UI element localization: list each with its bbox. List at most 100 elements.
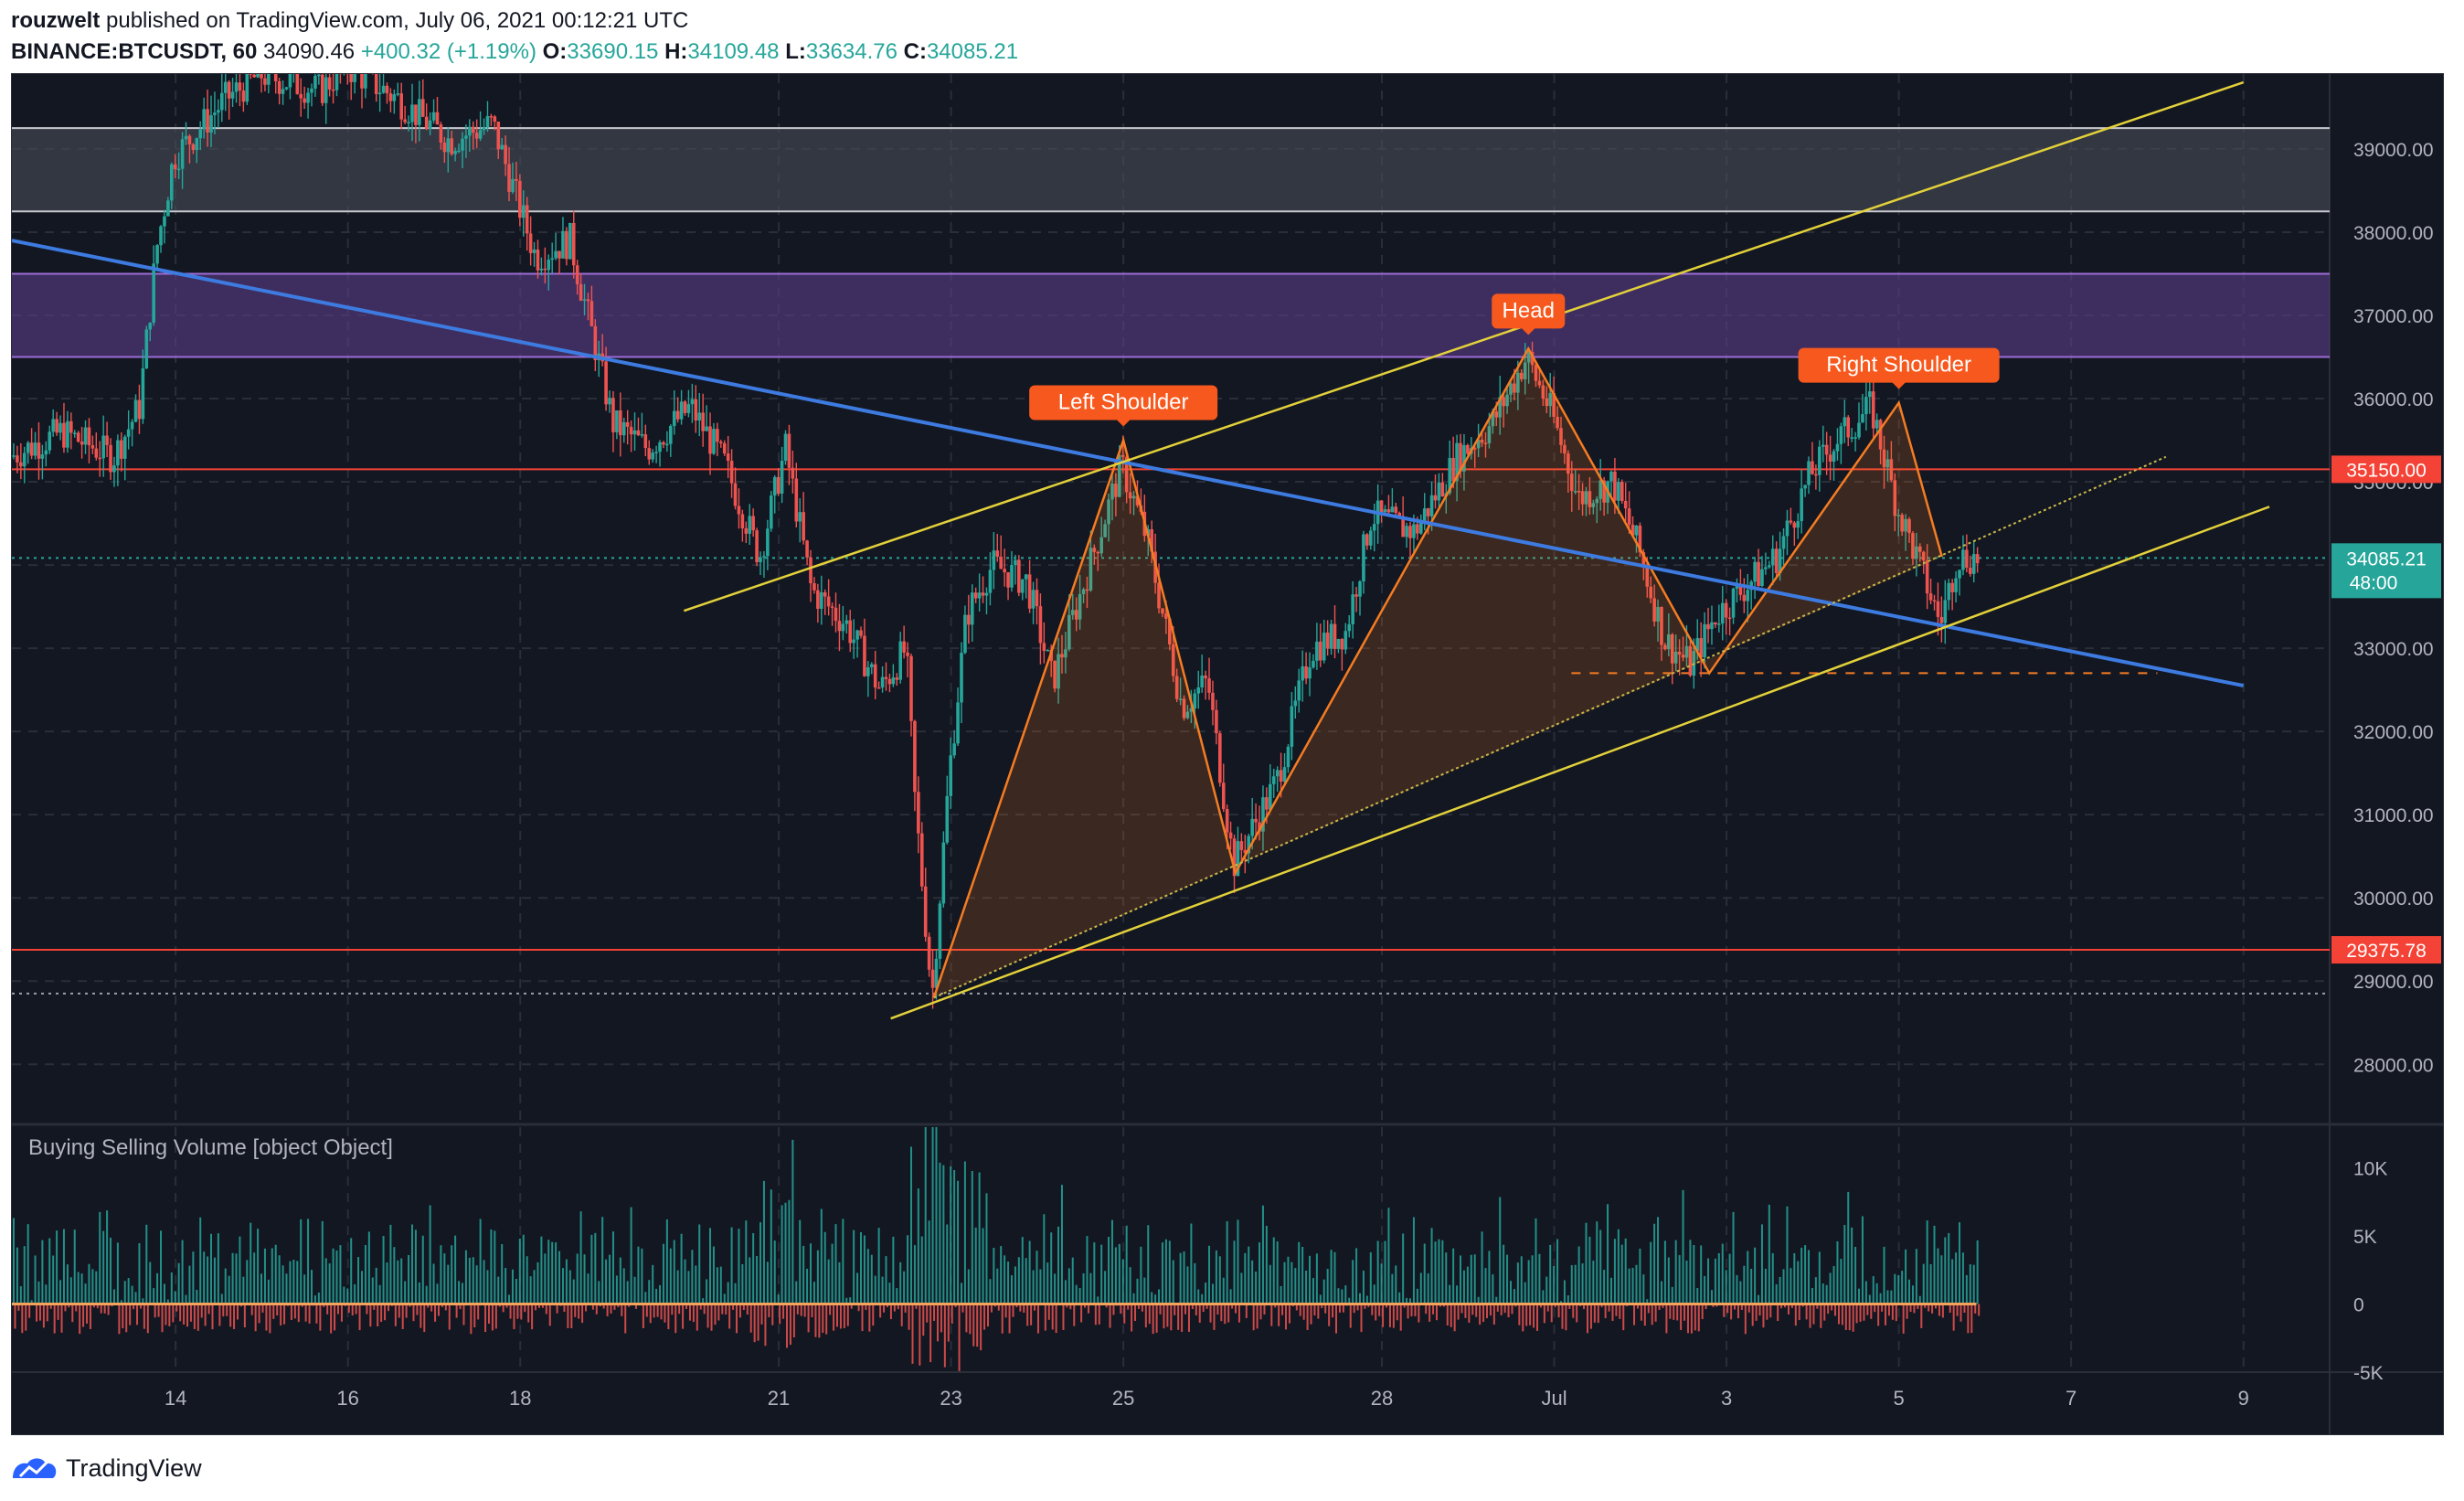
candle-up [1103, 519, 1107, 538]
candle-body [431, 112, 436, 121]
candle-body [504, 144, 507, 165]
candle-body [1340, 638, 1344, 650]
candle-up [51, 409, 55, 437]
candle-up [1269, 764, 1272, 812]
candle-down [1670, 633, 1674, 685]
candle-body [1304, 665, 1308, 679]
candle-up [1634, 525, 1639, 553]
candle-body [1394, 506, 1398, 514]
candle-down [372, 74, 374, 75]
candle-body [1673, 651, 1678, 664]
candle-body [1904, 518, 1907, 532]
candle-body [1541, 385, 1545, 399]
candle-up [1308, 652, 1312, 697]
candle-up [511, 162, 515, 194]
candle-down [884, 662, 888, 691]
candle-body [662, 442, 665, 445]
candle-down [303, 86, 306, 110]
candle-body [690, 399, 695, 405]
candle-body [816, 590, 820, 609]
candle-up [176, 152, 181, 179]
candle-up [762, 550, 766, 578]
candle-body [1807, 461, 1811, 485]
candle-body [464, 135, 468, 139]
candle-down [611, 390, 615, 452]
candle-down [1968, 555, 1972, 577]
candle-up [464, 124, 468, 158]
candle-body [1250, 818, 1254, 836]
candle-body [766, 528, 770, 557]
candle-down [1925, 544, 1929, 610]
candle-body [930, 969, 935, 988]
x-tick-label: 7 [2066, 1387, 2076, 1410]
candle-body [80, 442, 84, 445]
candle-body [1440, 482, 1445, 497]
candle-up [310, 83, 313, 107]
candle-up [1710, 605, 1714, 645]
candle-body [1207, 678, 1211, 693]
candle-down [1207, 657, 1211, 700]
candle-up [1656, 599, 1660, 642]
candle-down [1534, 362, 1538, 388]
candle-body [1814, 474, 1818, 476]
candle-body [1778, 548, 1782, 573]
candle-body [260, 74, 263, 79]
candle-body [1120, 454, 1125, 457]
candle-body [1480, 439, 1484, 443]
candle-down [1182, 695, 1186, 721]
candle-body [137, 399, 142, 420]
x-tick-label: 16 [336, 1387, 358, 1410]
candle-up [705, 405, 708, 431]
publish-line: rouzwelt published on TradingView.com, J… [11, 5, 2451, 37]
candle-body [934, 958, 939, 988]
author-name[interactable]: rouzwelt [11, 8, 101, 33]
candle-up [1358, 580, 1362, 616]
candle-down [1757, 548, 1760, 587]
candle-up [202, 97, 206, 139]
candle-body [1569, 474, 1574, 492]
candle-down [1333, 605, 1337, 659]
candle-down [1408, 521, 1412, 559]
candle-up [1915, 532, 1918, 577]
candle-down [812, 577, 816, 594]
candle-up [669, 424, 673, 457]
symbol-label[interactable]: BINANCE:BTCUSDT, 60 [11, 39, 258, 64]
candle-up [772, 474, 777, 514]
candle-body [435, 112, 440, 125]
candle-body [550, 258, 554, 261]
tradingview-logo-icon[interactable] [11, 1454, 58, 1482]
candle-down [1965, 534, 1969, 573]
candle-up [582, 283, 587, 316]
candle-body [1670, 634, 1674, 664]
candle-up [1046, 649, 1050, 652]
candle-down [1038, 593, 1043, 665]
candle-body [1020, 579, 1025, 593]
candle-body [1290, 706, 1294, 747]
candle-body [1124, 456, 1129, 493]
candle-down [643, 424, 648, 457]
chart-canvas[interactable]: Left Shoulder Head Right Shoulder Buying Se… [12, 74, 2443, 1434]
candle-body [783, 433, 788, 462]
candle-body [474, 133, 479, 139]
candle-up [640, 412, 644, 438]
candle-body [482, 127, 486, 131]
candle-body [51, 419, 55, 432]
neckline [933, 455, 2167, 999]
candle-body [1437, 482, 1441, 501]
chart-area[interactable]: Left Shoulder Head Right Shoulder Buying Se… [11, 73, 2444, 1435]
candle-down [263, 74, 267, 91]
candle-body [654, 452, 658, 453]
candle-body [629, 426, 633, 435]
candle-body [1103, 524, 1107, 538]
candle-down [1096, 550, 1100, 571]
candle-body [187, 135, 192, 144]
candle-down [1325, 620, 1330, 656]
candle-down [558, 250, 561, 275]
candle-body [823, 592, 827, 597]
candle-body [672, 410, 676, 426]
candle-body [1660, 607, 1663, 645]
candle-down [420, 79, 425, 118]
candle-up [1344, 623, 1348, 655]
candle-body [1656, 607, 1660, 622]
candle-up [230, 78, 235, 108]
